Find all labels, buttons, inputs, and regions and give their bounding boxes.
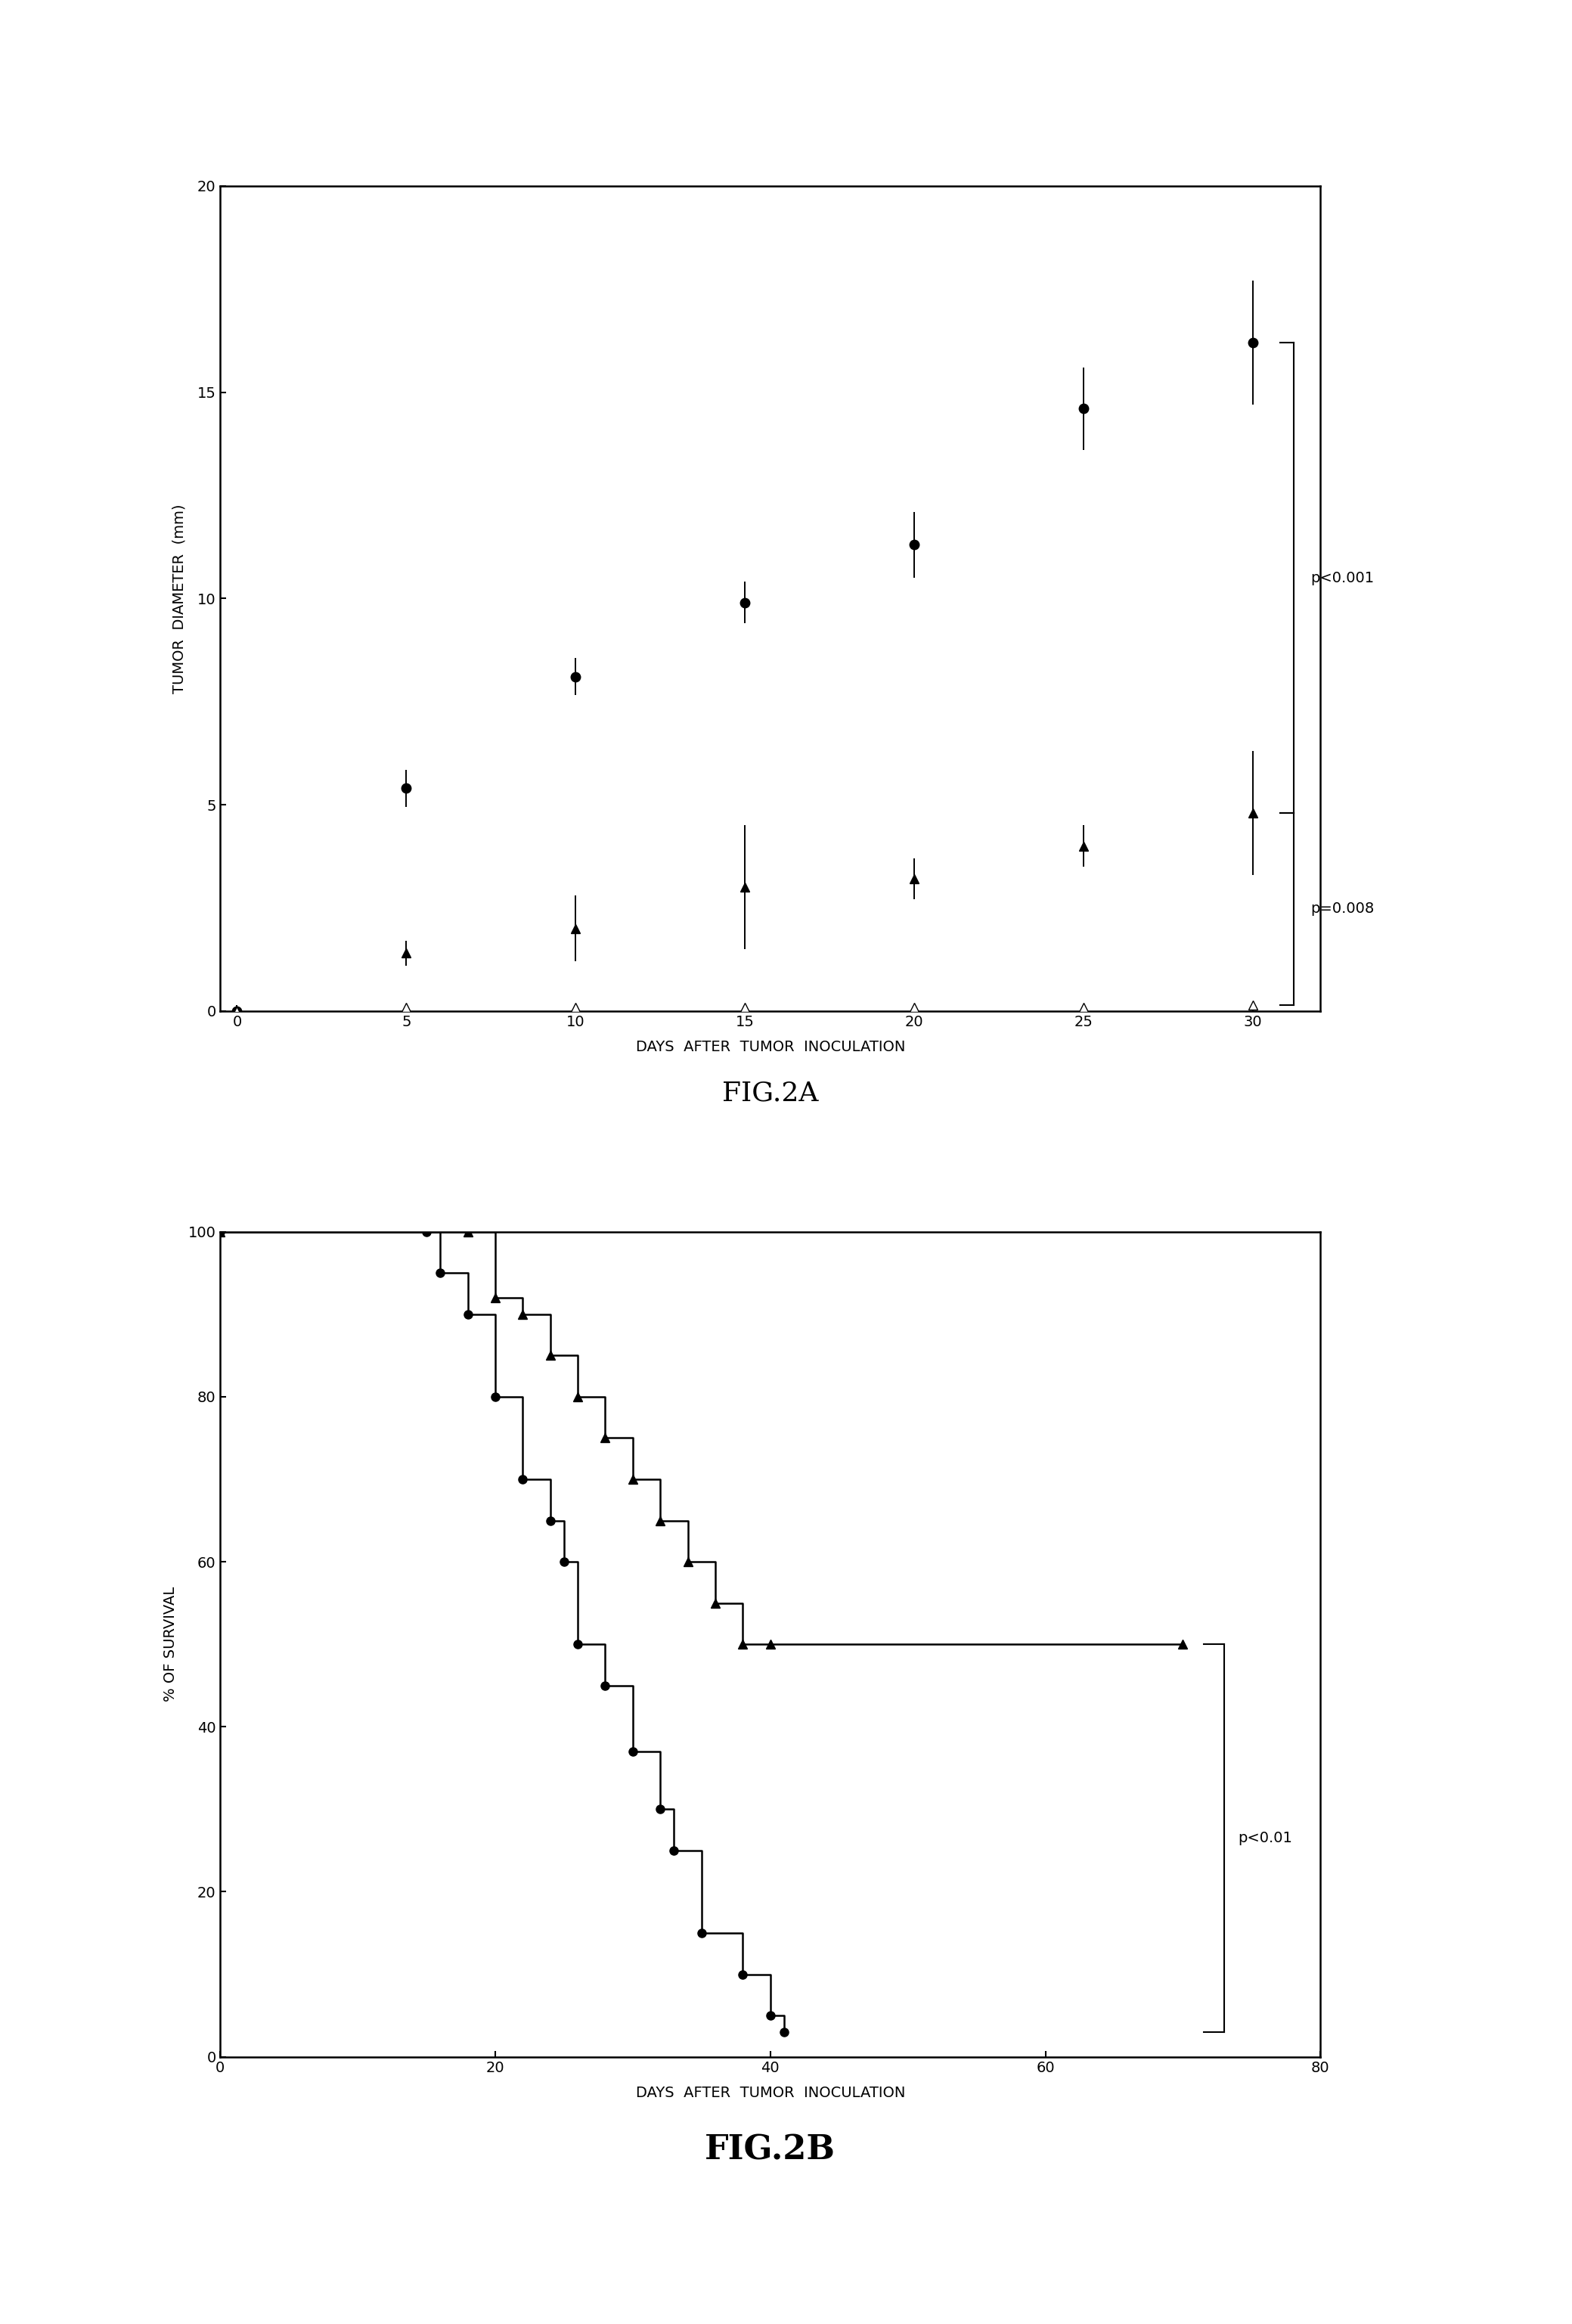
Text: p<0.01: p<0.01 — [1239, 1831, 1292, 1845]
Text: FIG.2B: FIG.2B — [704, 2133, 836, 2166]
X-axis label: DAYS  AFTER  TUMOR  INOCULATION: DAYS AFTER TUMOR INOCULATION — [635, 2087, 905, 2101]
Text: FIG.2A: FIG.2A — [722, 1081, 819, 1106]
Text: p=0.008: p=0.008 — [1311, 902, 1374, 916]
Y-axis label: TUMOR  DIAMETER  (mm): TUMOR DIAMETER (mm) — [173, 504, 187, 693]
Text: p<0.001: p<0.001 — [1311, 572, 1374, 586]
Y-axis label: % OF SURVIVAL: % OF SURVIVAL — [163, 1587, 178, 1701]
X-axis label: DAYS  AFTER  TUMOR  INOCULATION: DAYS AFTER TUMOR INOCULATION — [635, 1041, 905, 1055]
